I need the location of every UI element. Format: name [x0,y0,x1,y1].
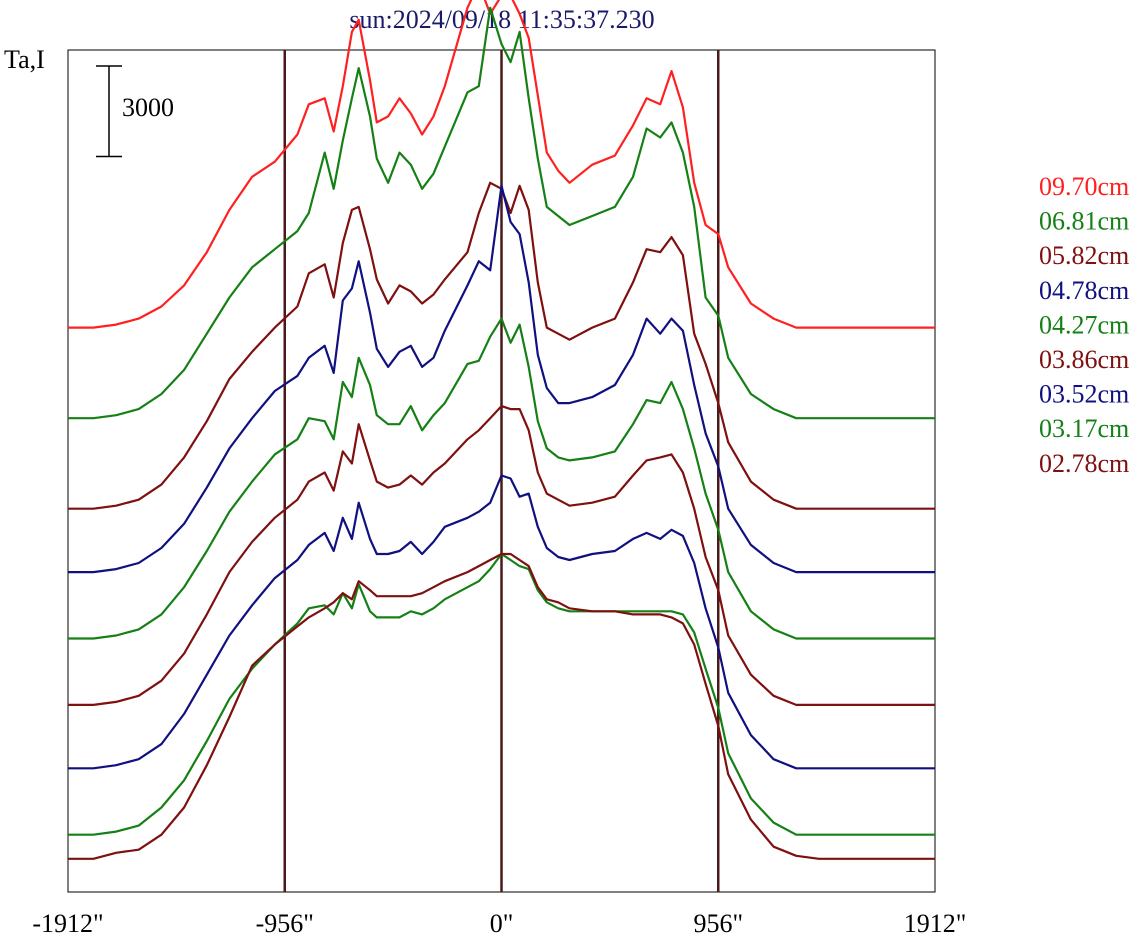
legend: 09.70cm 06.81cm 05.82cm 04.78cm 04.27cm 03.86… [1039,172,1129,478]
scale-bar: 3000 [96,65,174,158]
x-tick-labels: -1912" -956" 0" 956" 1912" [32,909,966,938]
legend-entry-5: 03.86cm [1039,345,1129,374]
series-line-6 [68,474,935,770]
legend-entry-1: 06.81cm [1039,207,1129,236]
series-line-1 [68,6,935,420]
series-line-8 [68,552,935,860]
reference-lines [283,50,720,892]
x-tick-label-0: -1912" [32,909,103,938]
legend-entry-4: 04.27cm [1039,310,1129,339]
series-line-3 [68,184,935,574]
legend-entry-7: 03.17cm [1039,414,1129,443]
x-tick-label-4: 1912" [904,909,967,938]
legend-entry-6: 03.52cm [1039,380,1129,409]
legend-entry-3: 04.78cm [1039,276,1129,305]
series-line-0 [68,0,935,329]
y-axis-label: Ta,I [4,45,45,74]
scale-bar-label: 3000 [122,93,174,122]
chart-title: sun:2024/09/18 11:35:37.230 [349,5,654,34]
x-tick-label-3: 956" [693,909,743,938]
x-tick-label-1: -956" [256,909,314,938]
series-line-5 [68,405,935,707]
legend-entry-8: 02.78cm [1039,449,1129,478]
series-line-4 [68,317,935,640]
x-tick-label-2: 0" [490,909,514,938]
series-line-2 [68,181,935,510]
series-group [68,0,935,860]
legend-entry-2: 05.82cm [1039,241,1129,270]
legend-entry-0: 09.70cm [1039,172,1129,201]
